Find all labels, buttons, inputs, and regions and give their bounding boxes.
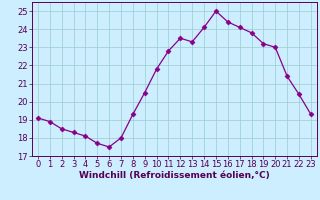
X-axis label: Windchill (Refroidissement éolien,°C): Windchill (Refroidissement éolien,°C)	[79, 171, 270, 180]
